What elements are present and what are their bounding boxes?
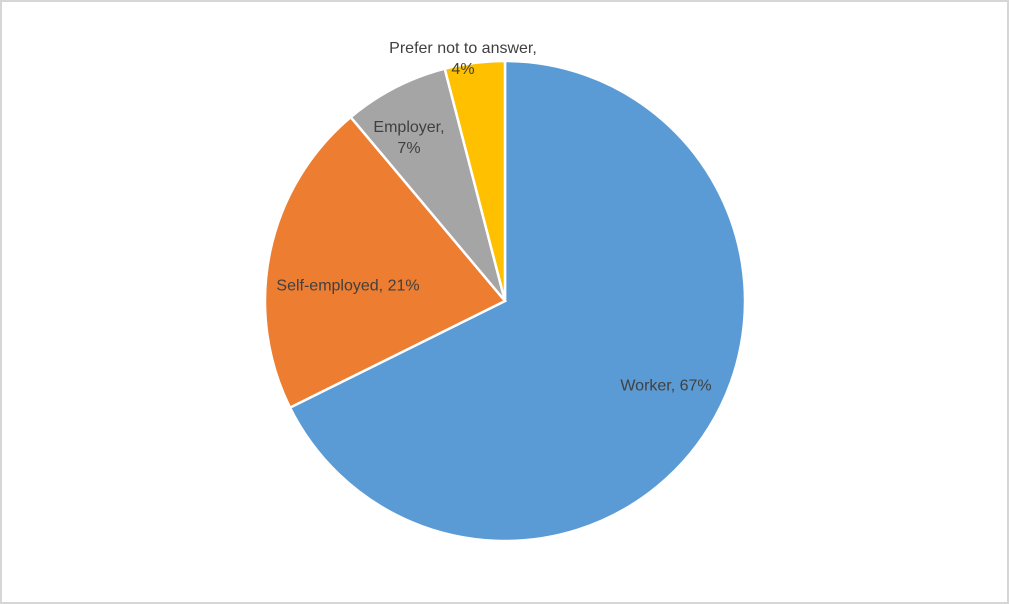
data-label-self-employed: Self-employed, 21%: [276, 276, 419, 297]
data-label-line: Self-employed, 21%: [276, 277, 420, 295]
data-label-line: Employer,: [373, 119, 445, 136]
data-label-worker: Worker, 67%: [620, 376, 711, 397]
data-label-line: 7%: [397, 140, 421, 157]
pie-slice-self-employed: [263, 115, 507, 410]
pie-slice-employer: [348, 67, 507, 302]
data-label-line: Prefer not to answer,: [389, 40, 537, 57]
data-label-line: 4%: [451, 61, 475, 78]
data-label-employer: Employer, 7%: [373, 117, 444, 159]
data-label-prefer-not-to-answer: Prefer not to answer, 4%: [389, 38, 537, 80]
data-label-line: Worker, 67%: [620, 377, 712, 395]
pie-slice-worker: [288, 59, 747, 543]
pie-slice-prefer-not-to-answer: [443, 59, 507, 302]
